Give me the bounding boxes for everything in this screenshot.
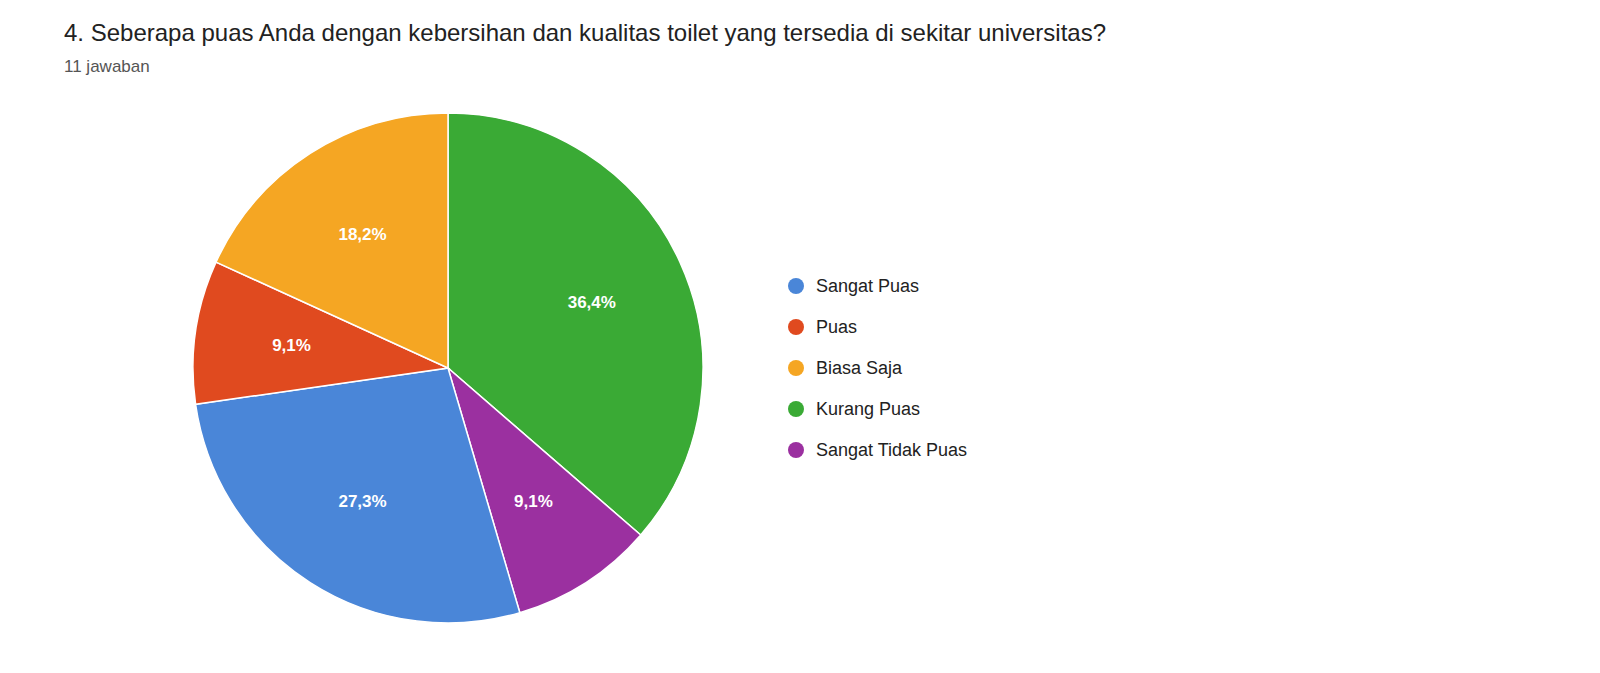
html-text:4. Seberapa puas Anda dengan k: 4. Seberapa puas Anda dengan kebersihan … <box>64 19 1106 46</box>
html-text:11 jawaban: 11 jawaban <box>64 57 150 76</box>
svg-text:9,1%: 9,1% <box>514 492 553 511</box>
svg-text:27,3%: 27,3% <box>338 492 386 511</box>
html-text:Biasa Saja: Biasa Saja <box>816 357 903 378</box>
html-text:Kurang Puas: Kurang Puas <box>816 398 921 419</box>
svg-text:36,4%: 36,4% <box>568 293 616 312</box>
svg-text:18,2%: 18,2% <box>338 225 386 244</box>
html-text:Puas: Puas <box>816 316 857 337</box>
html-text:Sangat Tidak Puas: Sangat Tidak Puas <box>816 439 968 460</box>
html-text:Sangat Puas: Sangat Puas <box>816 275 920 296</box>
svg-text:9,1%: 9,1% <box>272 336 311 355</box>
